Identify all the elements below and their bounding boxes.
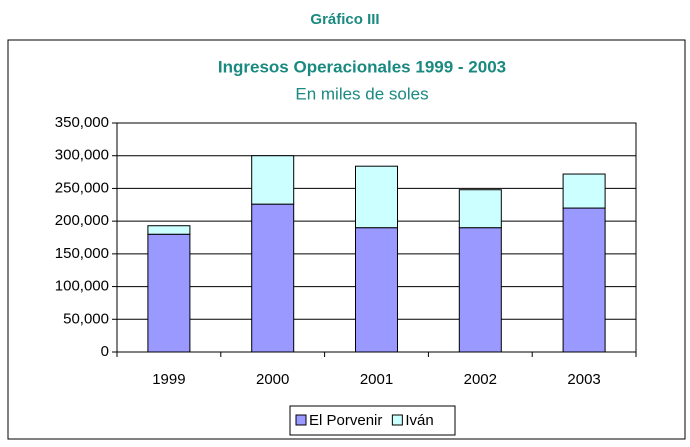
x-tick-label: 2000 — [256, 371, 289, 388]
y-tick-label: 250,000 — [55, 179, 109, 196]
heading: Gráfico III — [310, 11, 379, 28]
bar-segment — [458, 189, 502, 229]
x-tick-label: 2002 — [464, 371, 497, 388]
legend-box — [289, 405, 456, 436]
legend-label: El Porvenir — [309, 412, 382, 429]
legend-swatch — [391, 414, 403, 426]
y-tick-label: 50,000 — [63, 310, 109, 327]
bar-segment — [458, 227, 502, 353]
y-tick-label: 200,000 — [55, 212, 109, 229]
chart-title: Ingresos Operacionales 1999 - 2003 — [218, 57, 506, 76]
bar-segment — [147, 233, 191, 353]
y-tick-label: 100,000 — [55, 278, 109, 295]
bar-segment — [251, 203, 295, 353]
legend-swatch — [295, 414, 307, 426]
y-tick-label: 150,000 — [55, 245, 109, 262]
y-tick-label: 350,000 — [55, 114, 109, 131]
y-tick-label: 0 — [101, 343, 109, 360]
x-tick-label: 2003 — [567, 371, 600, 388]
bar-segment — [562, 173, 606, 209]
chart-subtitle: En miles de soles — [295, 84, 428, 103]
bar-segment — [251, 155, 295, 205]
bar-segment — [147, 225, 191, 235]
bar-segment — [355, 165, 398, 229]
bar-segment — [562, 207, 606, 353]
legend-label: Iván — [405, 412, 433, 429]
x-tick-label: 2001 — [360, 371, 393, 388]
y-tick-label: 300,000 — [55, 147, 109, 164]
bar-segment — [355, 227, 398, 353]
x-tick-label: 1999 — [152, 371, 185, 388]
